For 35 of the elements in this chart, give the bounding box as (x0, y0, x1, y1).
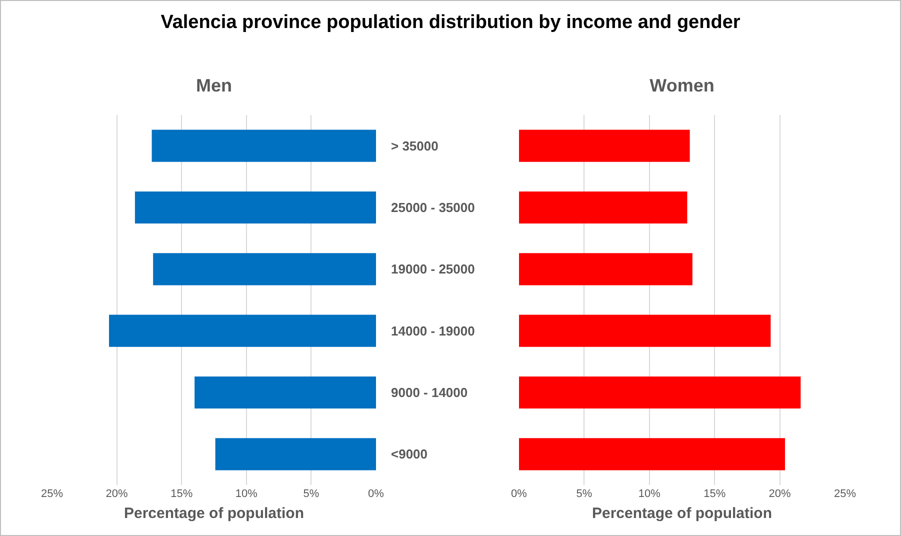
x-tick-label: 5% (576, 488, 592, 500)
x-tick-label: 10% (235, 488, 258, 500)
x-tick-label: 0% (368, 488, 384, 500)
chart-subtitle: Men (196, 75, 232, 96)
bar (519, 191, 688, 224)
y-tick-label: <9000 (391, 446, 428, 462)
text: Valencia province population distribution by income and gender (160, 12, 742, 34)
x-tick-label: 25% (40, 488, 64, 500)
y-tick-label: 19000 - 25000 (391, 262, 475, 277)
x-tick-label: 20% (768, 488, 792, 500)
x-tick-label: 15% (170, 488, 193, 500)
bar (152, 130, 376, 162)
bar (519, 314, 771, 347)
y-tick-label: 14000 - 19000 (391, 323, 475, 338)
bar (153, 253, 376, 286)
x-tick-label: 20% (106, 488, 128, 500)
bar (519, 253, 692, 286)
bar (109, 314, 376, 347)
bar (134, 191, 376, 224)
bar (519, 130, 690, 162)
y-tick-label: 9000 - 14000 (391, 385, 468, 400)
y-tick-label: > 35000 (391, 138, 438, 154)
bar (519, 438, 786, 470)
bar (519, 376, 801, 409)
x-tick-label: 0% (511, 488, 528, 500)
x-tick-label: 15% (704, 488, 726, 500)
y-tick-label: 25000 - 35000 (391, 200, 475, 216)
chart-subtitle: Women (650, 75, 714, 96)
x-tick-label: 25% (834, 488, 856, 500)
bar (215, 438, 376, 470)
x-axis-title: Percentage of population (592, 505, 772, 522)
x-axis-title: Percentage of population (124, 505, 304, 522)
x-tick-label: 5% (303, 488, 320, 500)
bar (194, 376, 376, 409)
x-tick-label: 10% (638, 488, 661, 500)
